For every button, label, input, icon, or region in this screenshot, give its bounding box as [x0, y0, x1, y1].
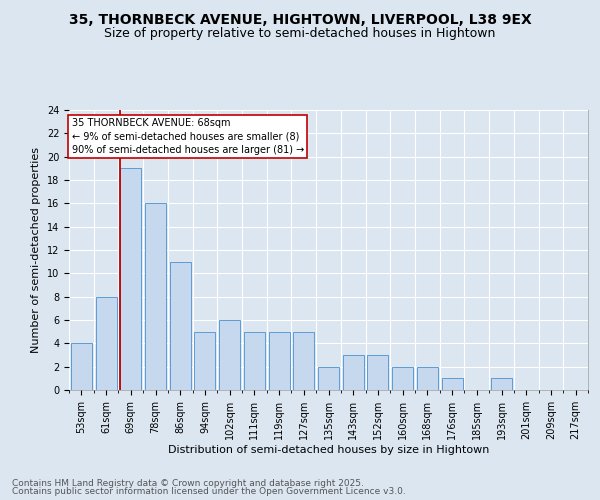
Bar [145, 204, 166, 390]
Text: 35, THORNBECK AVENUE, HIGHTOWN, LIVERPOOL, L38 9EX: 35, THORNBECK AVENUE, HIGHTOWN, LIVERPOO… [68, 12, 532, 26]
Bar [269, 332, 290, 390]
Bar [367, 355, 388, 390]
Text: Size of property relative to semi-detached houses in Hightown: Size of property relative to semi-detach… [104, 28, 496, 40]
X-axis label: Distribution of semi-detached houses by size in Hightown: Distribution of semi-detached houses by … [168, 444, 489, 454]
Bar [392, 366, 413, 390]
Text: 35 THORNBECK AVENUE: 68sqm
← 9% of semi-detached houses are smaller (8)
90% of s: 35 THORNBECK AVENUE: 68sqm ← 9% of semi-… [71, 118, 304, 155]
Bar [491, 378, 512, 390]
Text: Contains HM Land Registry data © Crown copyright and database right 2025.: Contains HM Land Registry data © Crown c… [12, 478, 364, 488]
Bar [170, 262, 191, 390]
Bar [219, 320, 240, 390]
Bar [343, 355, 364, 390]
Bar [318, 366, 339, 390]
Bar [442, 378, 463, 390]
Y-axis label: Number of semi-detached properties: Number of semi-detached properties [31, 147, 41, 353]
Bar [71, 344, 92, 390]
Bar [293, 332, 314, 390]
Bar [95, 296, 116, 390]
Bar [194, 332, 215, 390]
Text: Contains public sector information licensed under the Open Government Licence v3: Contains public sector information licen… [12, 487, 406, 496]
Bar [244, 332, 265, 390]
Bar [417, 366, 438, 390]
Bar [120, 168, 141, 390]
